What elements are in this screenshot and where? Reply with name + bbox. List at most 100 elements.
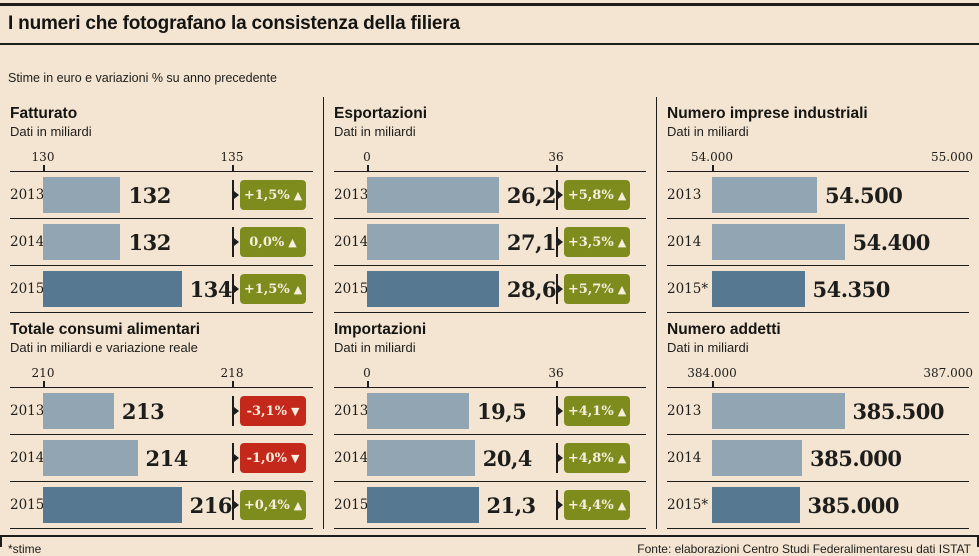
bar-track: 385.000 <box>712 440 962 476</box>
marker-line <box>232 227 234 257</box>
bar-2014 <box>43 224 121 260</box>
change-value: +4,1% <box>567 403 614 419</box>
marker-line <box>556 227 558 257</box>
change-badge: +4,1% ▲ <box>564 396 630 426</box>
value-label: 54.500 <box>825 182 903 208</box>
marker-arrow-icon <box>234 238 239 246</box>
bar-row-2015: 2015* 21,3 +4,4% ▲ <box>334 482 646 529</box>
axis-tick <box>556 381 558 387</box>
year-label: 2014 <box>334 450 369 466</box>
up-triangle-icon: ▲ <box>617 188 627 202</box>
value-label: 20,4 <box>482 445 533 471</box>
change-badge: -1,0% ▼ <box>240 443 306 473</box>
marker-line <box>232 443 234 473</box>
page-subtitle: Stime in euro e variazioni % su anno pre… <box>8 71 277 85</box>
axis-min-label: 210 <box>31 366 55 380</box>
year-label: 2014 <box>10 234 45 250</box>
marker-arrow-icon <box>558 191 563 199</box>
marker-arrow-icon <box>558 285 563 293</box>
year-label: 2014 <box>10 450 45 466</box>
bar-track: 27,1 <box>367 224 557 260</box>
marker-line <box>556 443 558 473</box>
axis: 54.000 55.000 <box>667 147 973 172</box>
change-value: +4,4% <box>567 497 614 513</box>
axis: 210 218 <box>10 363 313 388</box>
bar-track: 54.500 <box>712 177 962 213</box>
bar-2014 <box>367 224 499 260</box>
marker-arrow-icon <box>558 407 563 415</box>
bar-track: 213 <box>43 393 232 429</box>
change-badge: 0,0% ▲ <box>240 227 306 257</box>
reference-marker <box>556 488 564 522</box>
panel-esportazioni: Esportazioni Dati in miliardi 0 36 2013 … <box>323 97 657 313</box>
marker-arrow-icon <box>234 191 239 199</box>
bar-row-2014: 2014 132 0,0% ▲ <box>10 219 313 266</box>
bar-2015 <box>367 271 499 307</box>
bar-2013 <box>43 393 114 429</box>
reference-marker <box>556 272 564 306</box>
year-label: 2015* <box>10 497 52 513</box>
bar-track: 19,5 <box>367 393 556 429</box>
bar-row-2013: 2013 213 -3,1% ▼ <box>10 388 313 435</box>
bar-row-2014: 2014 214 -1,0% ▼ <box>10 435 313 482</box>
bar-2013 <box>367 177 499 213</box>
bar-track: 28,6 <box>367 271 557 307</box>
bar-track: 385.000 <box>712 487 962 523</box>
marker-arrow-icon <box>234 501 239 509</box>
down-triangle-icon: ▼ <box>290 404 300 418</box>
down-triangle-icon: ▼ <box>290 451 300 465</box>
up-triangle-icon: ▲ <box>293 282 303 296</box>
change-badge: -3,1% ▼ <box>240 396 306 426</box>
marker-line <box>232 274 234 304</box>
bar-row-2013: 2013 385.500 <box>667 388 969 435</box>
panel-title: Esportazioni <box>334 105 428 122</box>
value-label: 21,3 <box>486 492 537 518</box>
change-value: +5,8% <box>567 187 614 203</box>
change-value: +1,5% <box>243 281 290 297</box>
value-label: 27,1 <box>506 229 557 255</box>
panel-numero-addetti: Numero addetti Dati in miliardi 384.000 … <box>657 313 979 529</box>
bar-2015 <box>712 487 800 523</box>
bar-track: 385.500 <box>712 393 962 429</box>
value-label: 132 <box>128 229 171 255</box>
panel-subtitle: Dati in miliardi e variazione reale <box>10 340 198 355</box>
bar-row-2015: 2015* 54.350 <box>667 266 969 313</box>
change-badge: +5,8% ▲ <box>564 180 630 210</box>
axis-tick <box>367 381 369 387</box>
reference-marker <box>232 178 240 212</box>
value-label: 385.000 <box>807 492 900 518</box>
reference-marker <box>232 225 240 259</box>
bar-track: 216 <box>43 487 233 523</box>
panel-subtitle: Dati in miliardi <box>667 124 749 139</box>
panel-subtitle: Dati in miliardi <box>667 340 749 355</box>
bar-track: 20,4 <box>367 440 556 476</box>
change-badge: +0,4% ▲ <box>240 490 306 520</box>
marker-line <box>556 274 558 304</box>
change-value: 0,0% <box>249 234 285 250</box>
year-label: 2015* <box>667 281 709 297</box>
marker-line <box>232 180 234 210</box>
axis-tick <box>43 381 45 387</box>
bar-track: 134 <box>43 271 233 307</box>
reference-marker <box>556 394 564 428</box>
reference-marker <box>556 225 564 259</box>
value-label: 134 <box>189 276 233 302</box>
axis-tick <box>43 165 45 171</box>
up-triangle-icon: ▲ <box>617 404 627 418</box>
change-value: +3,5% <box>567 234 614 250</box>
panel-numero-imprese: Numero imprese industriali Dati in milia… <box>657 97 979 313</box>
axis-tick <box>232 165 234 171</box>
value-label: 26,2 <box>506 182 557 208</box>
panel-consumi-alimentari: Totale consumi alimentari Dati in miliar… <box>0 313 323 529</box>
year-label: 2014 <box>667 450 702 466</box>
axis-min-label: 384.000 <box>687 366 737 380</box>
top-rule <box>0 3 979 6</box>
marker-arrow-icon <box>234 454 239 462</box>
value-label: 132 <box>128 182 171 208</box>
value-label: 54.400 <box>852 229 931 255</box>
bar-row-2014: 2014 27,1 +3,5% ▲ <box>334 219 646 266</box>
bar-2015 <box>367 487 479 523</box>
bar-2014 <box>712 224 845 260</box>
up-triangle-icon: ▲ <box>617 282 627 296</box>
change-value: -1,0% <box>246 450 287 466</box>
